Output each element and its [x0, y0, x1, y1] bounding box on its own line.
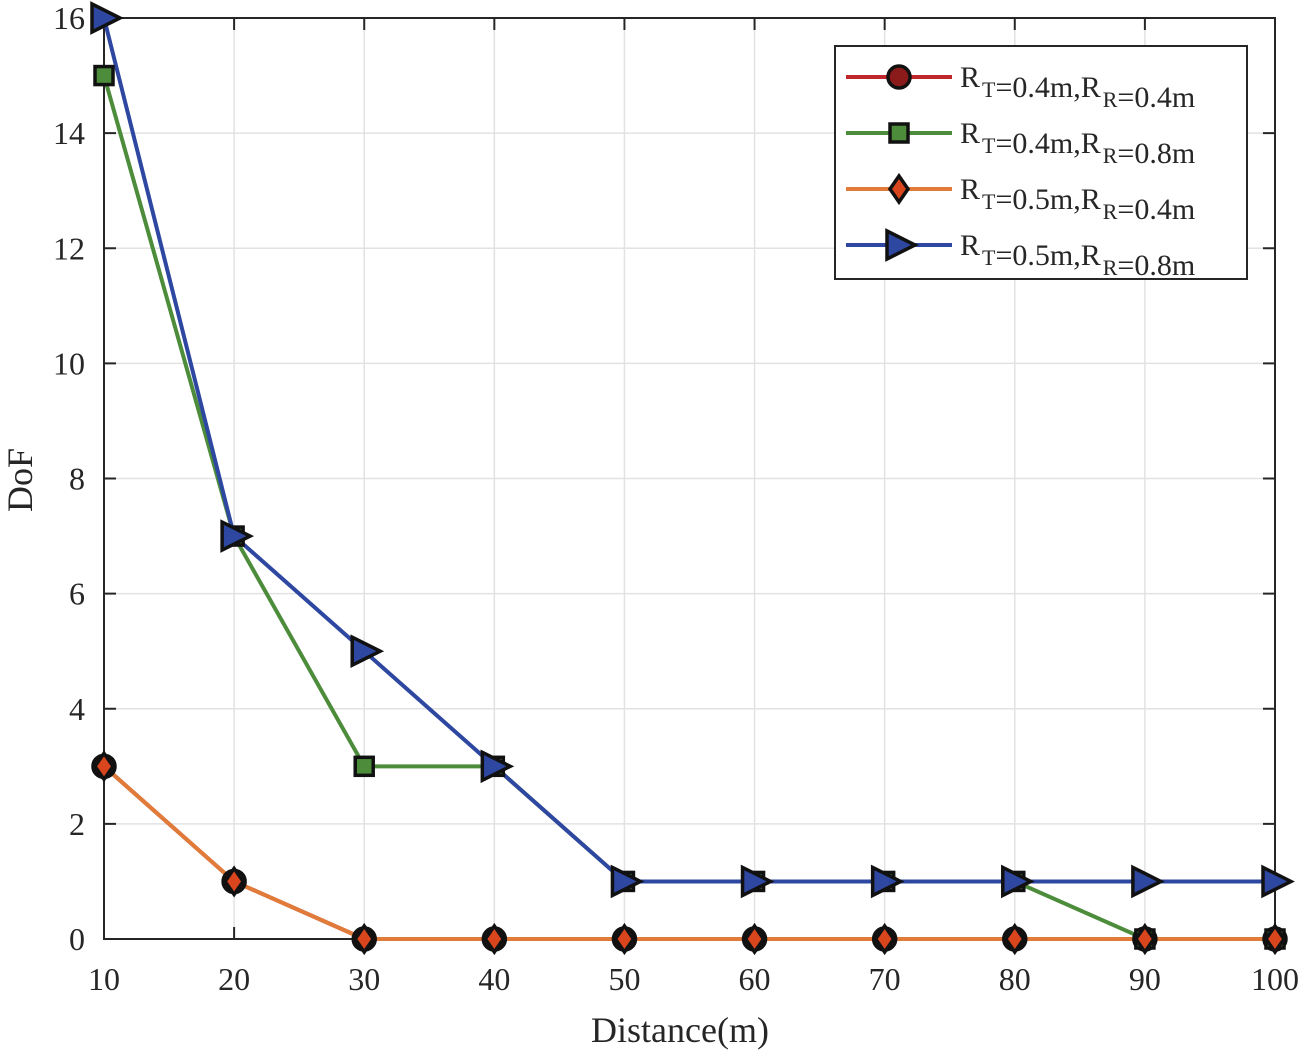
x-tick-label: 70 — [869, 961, 901, 997]
series-markers — [90, 1, 1295, 956]
data-point — [873, 922, 896, 956]
series-line-4 — [102, 17, 1275, 884]
series-line-3 — [102, 764, 1275, 941]
x-tick-label: 20 — [218, 961, 250, 997]
series-4-points — [90, 1, 1295, 899]
x-tick-label: 10 — [88, 961, 120, 997]
series-3-points — [92, 750, 1287, 956]
legend-entry: RT=0.4m,RR=0.8m — [846, 117, 1195, 170]
legend-label: RT=0.5m,RR=0.8m — [960, 229, 1195, 282]
y-tick-label: 14 — [53, 115, 85, 151]
x-axis-label: Distance(m) — [591, 1010, 769, 1050]
data-point — [1133, 922, 1157, 956]
x-tick-label: 30 — [348, 961, 380, 997]
y-tick-label: 0 — [69, 921, 85, 957]
series-lines — [102, 17, 1275, 941]
data-point — [92, 750, 116, 783]
y-tick-label: 2 — [69, 806, 85, 842]
x-tick-label: 60 — [739, 961, 771, 997]
legend-label: RT=0.5m,RR=0.4m — [960, 173, 1195, 226]
data-point — [610, 864, 645, 899]
legend-marker-swatch — [886, 64, 912, 90]
y-tick-label: 6 — [69, 576, 85, 612]
data-point — [222, 865, 246, 898]
legend-entry: RT=0.5m,RR=0.8m — [846, 228, 1195, 282]
x-tick-label: 100 — [1251, 961, 1299, 997]
data-point — [480, 749, 515, 784]
axes: 10 20 30 40 50 60 70 80 90 100 0 2 4 6 8 10 12 14 16 — [53, 0, 1299, 997]
data-point — [1263, 922, 1287, 956]
series-line-1 — [102, 764, 1275, 941]
data-point — [1001, 864, 1035, 899]
y-tick-label: 10 — [53, 345, 85, 381]
legend-marker-swatch — [887, 172, 911, 206]
legend-entry: RT=0.4m,RR=0.4m — [846, 61, 1195, 114]
data-point — [220, 519, 255, 553]
data-point — [353, 922, 376, 956]
legend-label: RT=0.4m,RR=0.4m — [960, 61, 1195, 114]
data-point — [90, 1, 124, 35]
legend-label: RT=0.4m,RR=0.8m — [960, 117, 1195, 170]
y-tick-label: 16 — [53, 0, 85, 36]
legend-marker-swatch — [888, 122, 910, 144]
data-point — [740, 864, 775, 899]
legend-entry: RT=0.5m,RR=0.4m — [846, 172, 1195, 226]
y-tick-label: 8 — [69, 461, 85, 497]
data-point — [350, 634, 385, 669]
legend: RT=0.4m,RR=0.4mRT=0.4m,RR=0.8mRT=0.5m,RR… — [834, 45, 1248, 282]
legend-marker-swatch — [885, 228, 919, 262]
x-tick-label: 90 — [1129, 961, 1161, 997]
data-point — [353, 755, 375, 778]
data-point — [1131, 864, 1165, 899]
x-tick-label: 80 — [999, 961, 1031, 997]
data-point — [93, 64, 115, 87]
y-tick-label: 4 — [69, 691, 85, 727]
x-tick-label: 40 — [478, 961, 510, 997]
y-axis-label: DoF — [0, 448, 40, 512]
data-point — [1003, 922, 1026, 956]
data-point — [613, 922, 636, 956]
data-point — [1261, 864, 1295, 899]
y-tick-label: 12 — [53, 230, 85, 266]
data-point — [870, 864, 905, 899]
x-tick-label: 50 — [608, 961, 640, 997]
data-point — [483, 922, 506, 956]
data-point — [743, 922, 766, 956]
